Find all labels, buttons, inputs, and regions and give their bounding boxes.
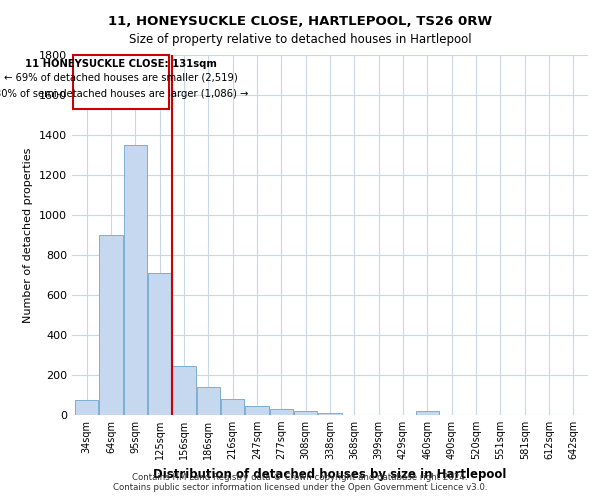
Text: 11 HONEYSUCKLE CLOSE: 131sqm: 11 HONEYSUCKLE CLOSE: 131sqm: [25, 59, 217, 69]
Bar: [124, 145, 147, 415]
Bar: [148, 273, 171, 415]
Bar: [172, 366, 196, 415]
Text: Contains HM Land Registry data © Crown copyright and database right 2024.: Contains HM Land Registry data © Crown c…: [132, 474, 468, 482]
Text: Size of property relative to detached houses in Hartlepool: Size of property relative to detached ho…: [128, 32, 472, 46]
Bar: [270, 410, 293, 415]
Text: ← 69% of detached houses are smaller (2,519): ← 69% of detached houses are smaller (2,…: [4, 73, 238, 83]
Text: Contains public sector information licensed under the Open Government Licence v3: Contains public sector information licen…: [113, 484, 487, 492]
Text: 30% of semi-detached houses are larger (1,086) →: 30% of semi-detached houses are larger (…: [0, 89, 248, 99]
X-axis label: Distribution of detached houses by size in Hartlepool: Distribution of detached houses by size …: [154, 468, 506, 480]
Y-axis label: Number of detached properties: Number of detached properties: [23, 148, 34, 322]
Bar: [197, 387, 220, 415]
Bar: [245, 406, 269, 415]
Bar: [319, 413, 341, 415]
Bar: [294, 411, 317, 415]
FancyBboxPatch shape: [73, 55, 169, 109]
Bar: [75, 400, 98, 415]
Bar: [221, 399, 244, 415]
Text: 11, HONEYSUCKLE CLOSE, HARTLEPOOL, TS26 0RW: 11, HONEYSUCKLE CLOSE, HARTLEPOOL, TS26 …: [108, 15, 492, 28]
Bar: [100, 235, 122, 415]
Bar: [416, 410, 439, 415]
